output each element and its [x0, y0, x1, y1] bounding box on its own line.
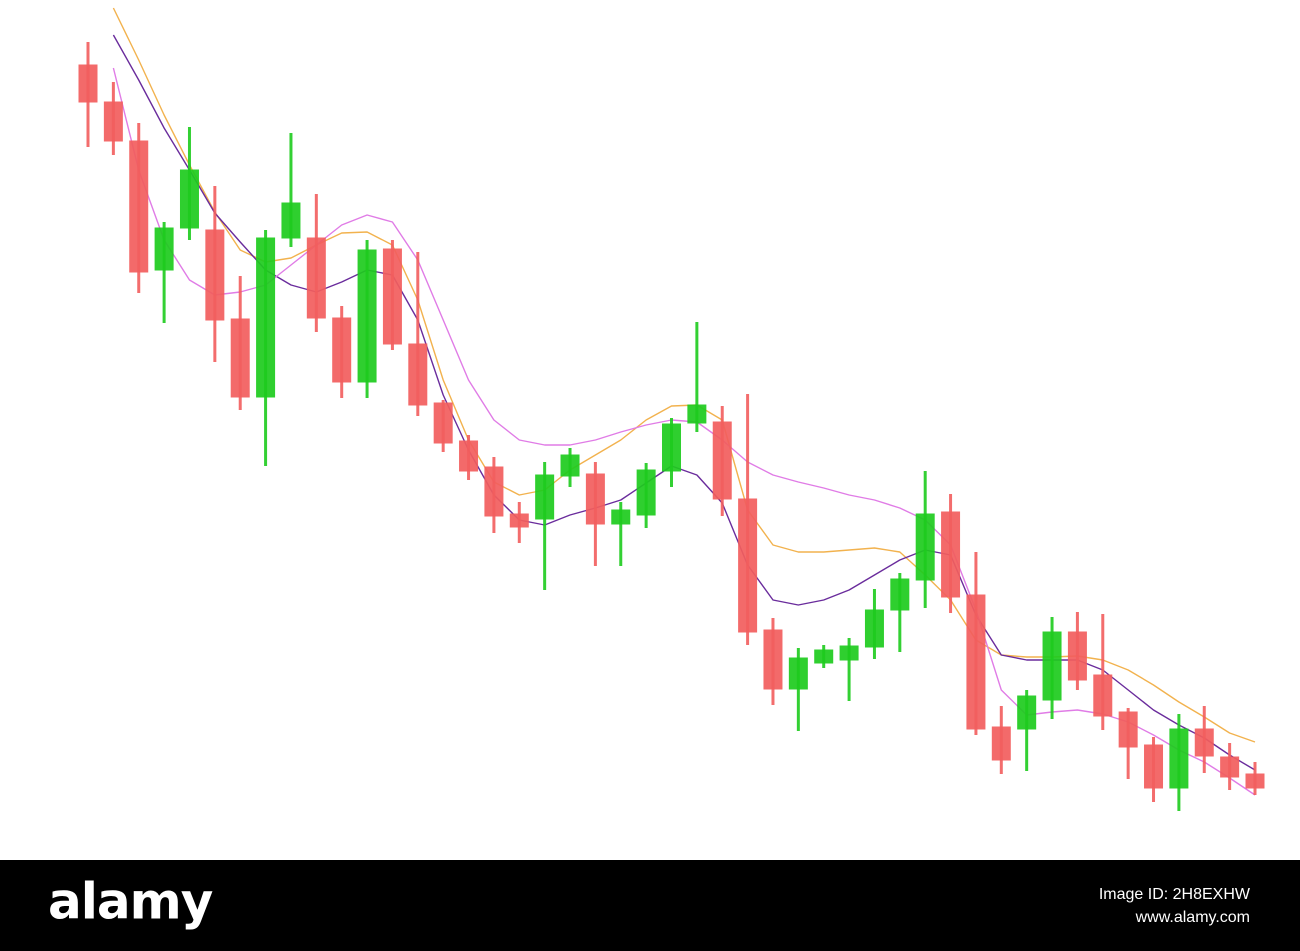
- candle-body: [205, 229, 225, 321]
- marks: [78, 7, 1265, 811]
- moving-average-line: [112, 7, 1256, 743]
- candle-body: [814, 649, 834, 664]
- candle-body: [408, 343, 428, 406]
- candle-body: [179, 169, 199, 229]
- candle-body: [1194, 728, 1214, 757]
- candle-body: [991, 726, 1011, 761]
- candle-body: [738, 498, 758, 633]
- candle-body: [1042, 631, 1062, 701]
- candle-body: [788, 657, 808, 690]
- candle-body: [484, 466, 504, 517]
- candle-body: [1144, 744, 1164, 789]
- moving-averages: [112, 7, 1256, 796]
- candle-body: [1245, 773, 1265, 789]
- plot-background: [0, 0, 1300, 860]
- candle-body: [941, 511, 961, 598]
- moving-average-line: [112, 34, 1256, 771]
- candle-body: [1220, 756, 1240, 778]
- candle-body: [306, 237, 326, 319]
- moving-average-line: [112, 67, 1256, 796]
- candle-body: [1118, 711, 1138, 748]
- candle-body: [1169, 728, 1189, 789]
- candle-body: [1017, 695, 1037, 730]
- candle-body: [256, 237, 276, 398]
- candle-body: [1093, 674, 1113, 717]
- candle-body: [332, 317, 352, 383]
- candle-body: [611, 509, 631, 525]
- candle-body: [890, 578, 910, 611]
- candle-body: [535, 474, 555, 520]
- candle-body: [459, 440, 479, 472]
- candle-body: [78, 64, 98, 103]
- candle-body: [281, 202, 301, 239]
- candles: [78, 42, 1265, 811]
- candle-body: [103, 101, 123, 142]
- candle-body: [712, 421, 732, 500]
- candle-body: [357, 249, 377, 383]
- candle-body: [433, 402, 453, 444]
- candle-body: [839, 645, 859, 661]
- brand: alamy: [48, 873, 213, 931]
- candle-body: [662, 423, 681, 472]
- candle-body: [382, 248, 402, 345]
- candle-body: [763, 629, 783, 690]
- candle-body: [864, 609, 884, 648]
- url: www.alamy.com: [1135, 909, 1250, 926]
- candle-body: [129, 140, 149, 273]
- candle-body: [154, 227, 174, 271]
- candle-body: [585, 473, 605, 525]
- candle-body: [687, 404, 707, 424]
- candle-body: [966, 594, 986, 730]
- candle-body: [509, 513, 529, 528]
- candle-body: [915, 513, 935, 581]
- candle-body: [230, 318, 250, 398]
- candle-body: [1067, 631, 1087, 681]
- candle-body: [636, 469, 656, 516]
- image-id: Image ID: 2H8EXHW: [1099, 886, 1251, 903]
- candle-body: [560, 454, 580, 477]
- footer-bar: [0, 860, 1300, 951]
